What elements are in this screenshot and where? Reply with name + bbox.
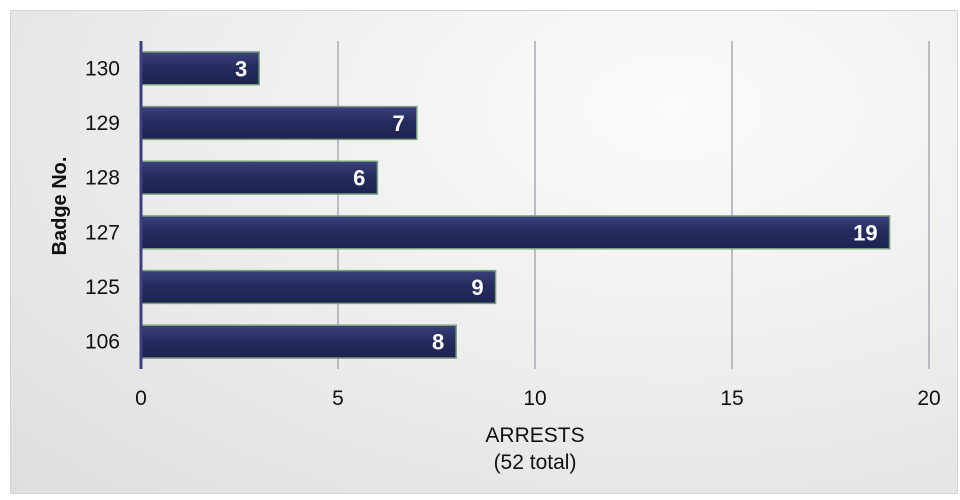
x-tick-label: 20 xyxy=(917,387,940,410)
data-label-128: 6 xyxy=(353,166,365,191)
bar-106 xyxy=(140,324,457,359)
data-label-129: 7 xyxy=(393,111,405,136)
data-label-106: 8 xyxy=(432,330,444,355)
data-label-130: 3 xyxy=(235,56,247,81)
bar-129 xyxy=(140,105,418,141)
data-label-125: 9 xyxy=(471,275,483,300)
x-tick-label: 10 xyxy=(523,387,546,410)
y-tick-label: 125 xyxy=(85,276,120,299)
x-tick-label: 5 xyxy=(332,387,344,410)
bars xyxy=(140,51,891,359)
x-axis-title: ARRESTS xyxy=(485,424,584,447)
x-tick-label: 15 xyxy=(720,387,743,410)
bar-130 xyxy=(140,51,260,86)
data-label-127: 19 xyxy=(853,220,877,245)
y-tick-label: 128 xyxy=(85,167,120,190)
y-tick-label: 127 xyxy=(85,221,120,244)
x-tick-labels: 0 5 10 15 20 xyxy=(135,387,941,410)
y-tick-label: 130 xyxy=(85,57,120,80)
x-axis-subtitle: (52 total) xyxy=(494,451,577,474)
bar-127 xyxy=(140,215,891,250)
y-tick-label: 106 xyxy=(85,331,120,354)
chart-background xyxy=(10,10,958,494)
bar-125 xyxy=(140,269,497,305)
gridlines xyxy=(337,41,930,369)
data-labels: 3 7 6 19 9 8 xyxy=(235,56,878,354)
y-tick-labels: 130 129 128 127 125 106 xyxy=(85,57,120,353)
y-axis-title: Badge No. xyxy=(49,157,71,256)
y-tick-label: 129 xyxy=(85,112,120,135)
bar-128 xyxy=(140,160,379,195)
x-tick-label: 0 xyxy=(135,387,147,410)
